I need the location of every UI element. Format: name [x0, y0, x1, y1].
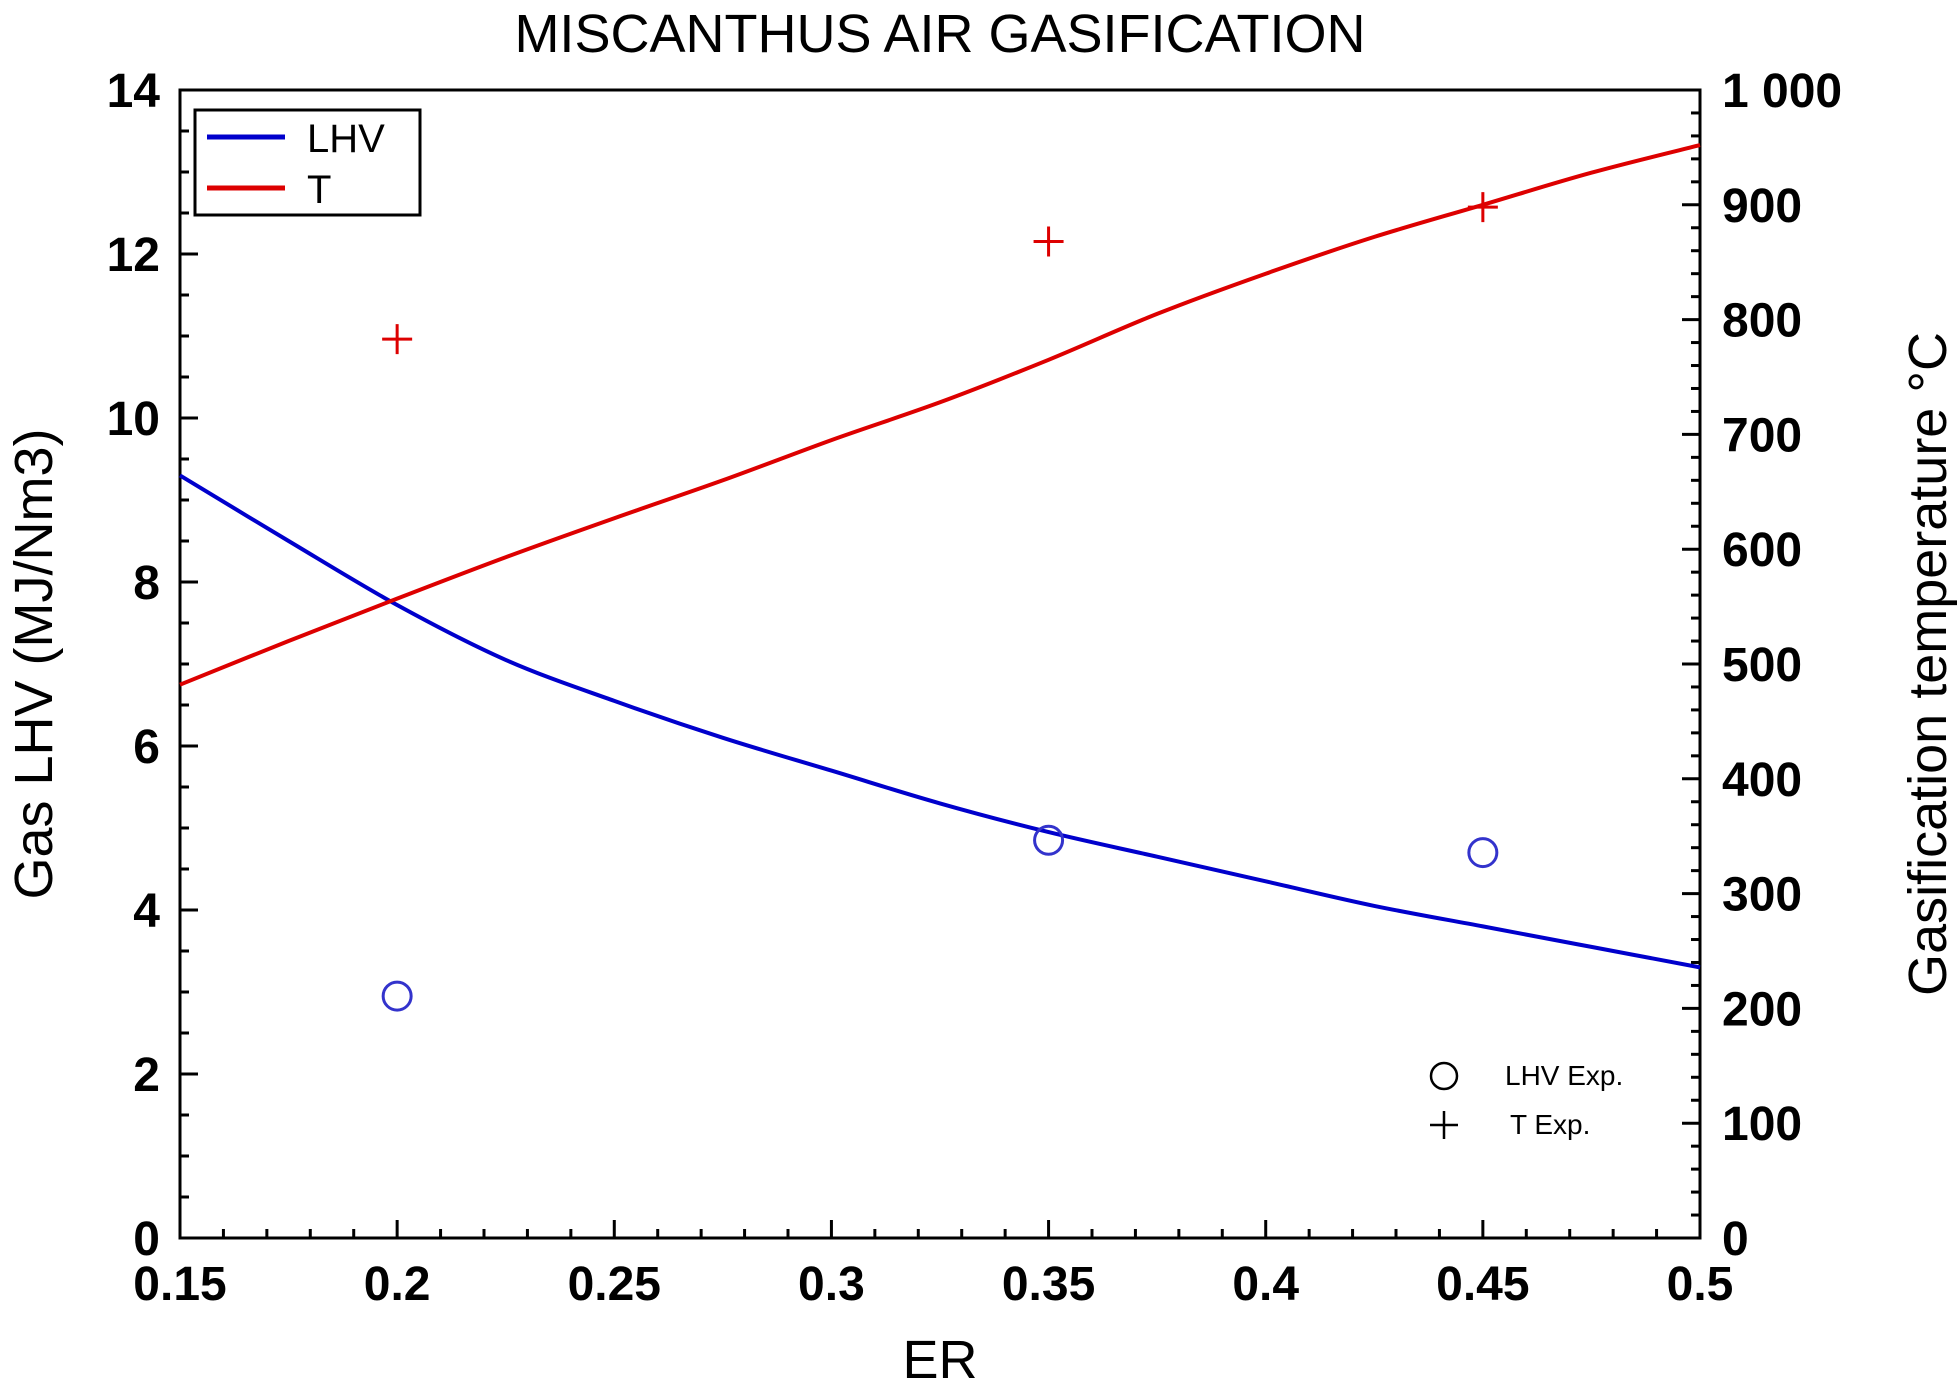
lhv-exp-point — [381, 980, 413, 1012]
y2-tick-label: 1 000 — [1722, 65, 1842, 118]
lhv-exp-point — [1033, 824, 1065, 856]
y2-tick-label: 500 — [1722, 639, 1802, 692]
plot-area — [178, 88, 1702, 1240]
y2-tick-label: 300 — [1722, 869, 1802, 922]
y-tick-label: 12 — [107, 229, 160, 282]
x-tick-label: 0.15 — [133, 1258, 226, 1311]
y-tick-label: 10 — [107, 393, 160, 446]
x-axis-label: ER — [902, 1330, 977, 1389]
y-tick-label: 14 — [107, 65, 161, 118]
legend2-marker-t-exp — [1430, 1111, 1458, 1139]
y2-tick-label: 400 — [1722, 754, 1802, 807]
x-axis: 0.15 0.2 0.25 0.3 0.35 0.4 0.45 0.5 — [133, 1220, 1733, 1311]
legend-box — [193, 108, 422, 217]
y2-tick-label: 0 — [1722, 1213, 1749, 1266]
y-tick-label: 2 — [133, 1049, 160, 1102]
x-tick-label: 0.5 — [1667, 1258, 1734, 1311]
legend-experimental: LHV Exp. T Exp. — [1429, 1060, 1623, 1140]
x-tick-label: 0.45 — [1436, 1258, 1529, 1311]
x-tick-label: 0.3 — [798, 1258, 865, 1311]
x-tick-label: 0.4 — [1232, 1258, 1299, 1311]
y2-tick-label: 200 — [1722, 983, 1802, 1036]
legend2-marker-lhv-exp — [1429, 1061, 1459, 1091]
lhv-exp-point — [1467, 837, 1499, 869]
x-tick-label: 0.2 — [364, 1258, 431, 1311]
t-exp-point — [1467, 192, 1498, 223]
y-tick-label: 6 — [133, 721, 160, 774]
legend2-label-t-exp: T Exp. — [1510, 1109, 1590, 1140]
y2-tick-label: 600 — [1722, 524, 1802, 577]
legend-label-t: T — [307, 168, 331, 212]
legend: LHV T — [193, 108, 422, 217]
t-exp-point — [1033, 226, 1064, 257]
y-tick-label: 8 — [133, 557, 160, 610]
y2-axis-label: Gasification temperature °C — [1898, 332, 1957, 996]
y2-tick-label: 800 — [1722, 295, 1802, 348]
series-line-t — [179, 143, 1701, 687]
x-tick-label: 0.25 — [568, 1258, 661, 1311]
marker-layer — [381, 192, 1499, 1012]
y2-tick-label: 100 — [1722, 1098, 1802, 1151]
legend-label-lhv: LHV — [307, 117, 385, 161]
y-axis-right: 0 100 200 300 400 500 600 700 800 900 1 000 — [1682, 65, 1842, 1266]
y2-tick-label: 700 — [1722, 409, 1802, 462]
series-line-lhv — [178, 473, 1701, 970]
legend2-label-lhv-exp: LHV Exp. — [1505, 1060, 1623, 1091]
t-exp-point — [382, 324, 413, 355]
y-axis-label: Gas LHV (MJ/Nm3) — [4, 428, 64, 899]
y2-tick-label: 900 — [1722, 180, 1802, 233]
series-layer — [178, 143, 1701, 970]
y-tick-label: 0 — [133, 1213, 160, 1266]
x-tick-label: 0.35 — [1002, 1258, 1095, 1311]
y-tick-label: 4 — [133, 885, 160, 938]
chart-title: MISCANTHUS AIR GASIFICATION — [514, 4, 1365, 64]
y-axis-left: 0 2 4 6 8 10 12 14 — [107, 65, 198, 1266]
